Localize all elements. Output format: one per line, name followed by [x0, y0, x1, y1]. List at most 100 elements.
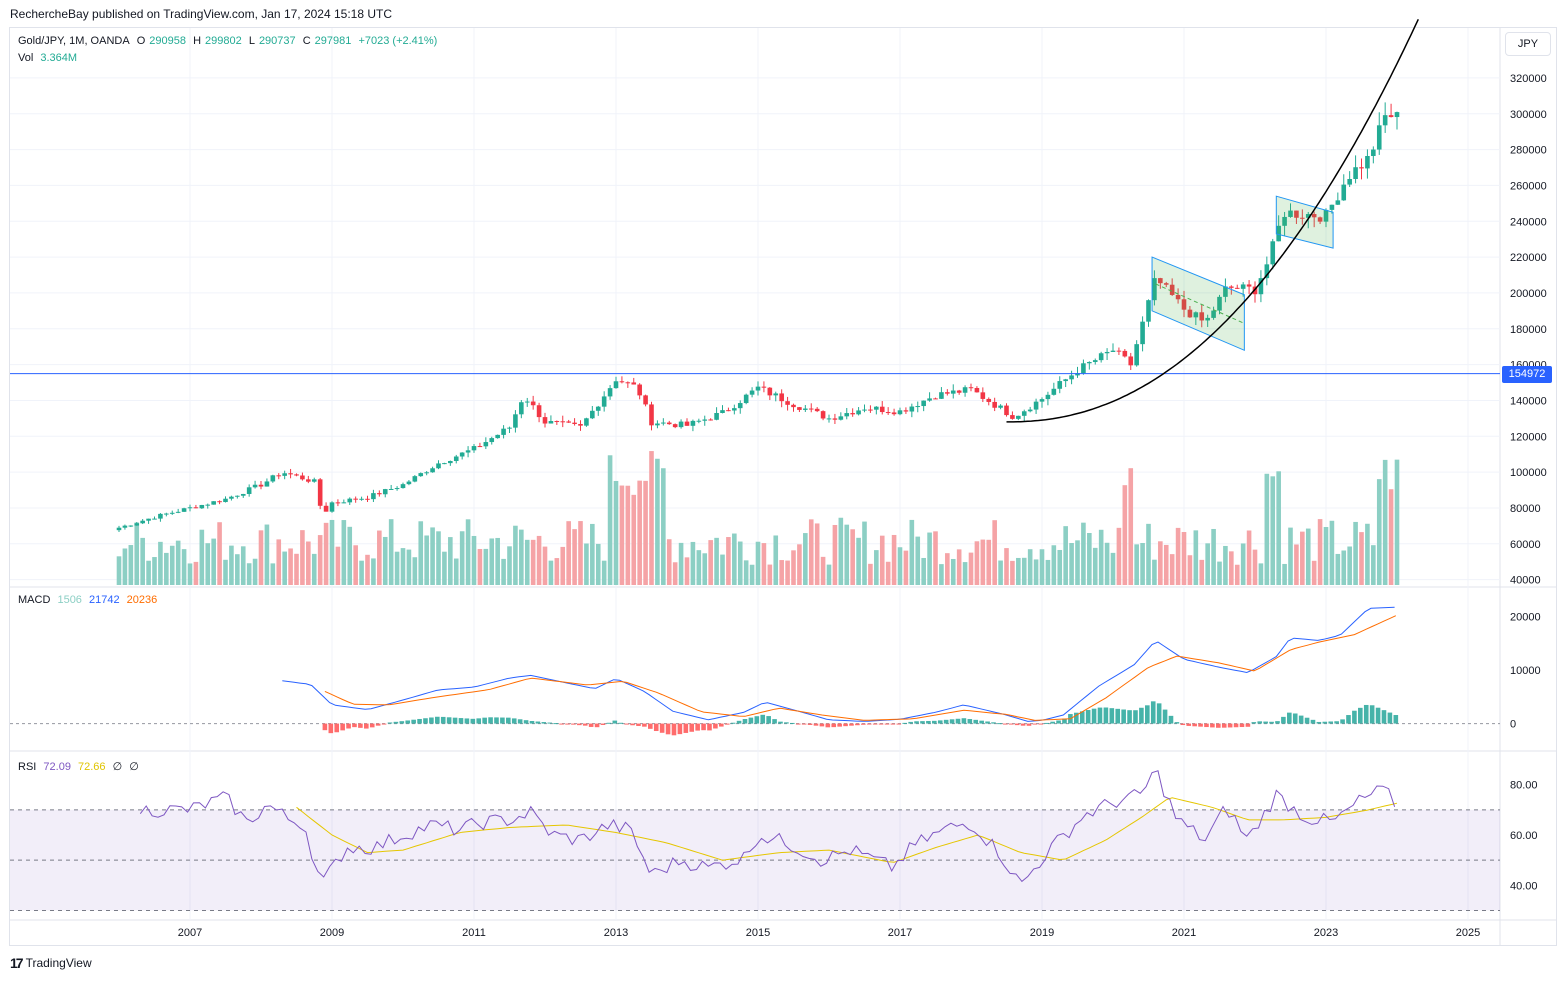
macd-histogram-bar: [1091, 708, 1097, 724]
macd-histogram-bar: [369, 723, 375, 728]
macd-histogram-bar: [541, 722, 547, 724]
macd-histogram-bar: [713, 723, 718, 729]
macd-histogram-bar: [446, 717, 452, 724]
macd-histogram-bar: [790, 722, 795, 724]
volume-bar: [1205, 543, 1210, 585]
candle-body: [146, 518, 151, 521]
macd-histogram-bar: [358, 723, 363, 728]
candle-body: [347, 498, 353, 503]
rsi-label[interactable]: RSI: [18, 761, 37, 773]
volume-bar: [424, 535, 429, 585]
candle-body: [489, 438, 495, 443]
macd-histogram-bar: [1056, 720, 1061, 724]
candle-body: [1300, 217, 1305, 219]
volume-bar: [436, 531, 441, 585]
macd-histogram-bar: [470, 718, 476, 724]
rsi-y-tick-label: 80.00: [1510, 780, 1538, 792]
volume-bar: [1199, 559, 1205, 585]
footer-branding[interactable]: 17 TradingView: [10, 955, 92, 971]
volume-bar: [655, 458, 660, 585]
volume-bar: [755, 541, 761, 585]
candle-body: [377, 493, 382, 495]
currency-button[interactable]: JPY: [1505, 32, 1551, 56]
rsi-ma-line: [296, 797, 1398, 863]
macd-histogram-bar: [1198, 723, 1203, 727]
candle-body: [1092, 360, 1098, 363]
candle-body: [584, 418, 589, 426]
y-tick-label: 120000: [1510, 431, 1547, 443]
volume-bar: [276, 539, 282, 585]
volume-bar: [471, 535, 477, 585]
candle-body: [803, 408, 808, 410]
volume-bar: [1163, 544, 1169, 585]
candle-body: [412, 476, 418, 482]
volume-bar: [489, 538, 495, 585]
candle-body: [152, 518, 157, 520]
x-tick-label: 2011: [462, 927, 486, 939]
macd-histogram-bar: [328, 723, 334, 734]
candle-body: [181, 508, 187, 512]
volume-bar: [1033, 559, 1039, 585]
volume-bar: [306, 541, 311, 585]
candle-body: [554, 421, 560, 423]
volume-bar: [1004, 548, 1009, 585]
macd-label[interactable]: MACD: [18, 594, 51, 606]
volume-bar: [270, 563, 276, 585]
candle-body: [187, 507, 193, 509]
candle-body: [714, 412, 719, 420]
volume-bar: [193, 561, 199, 585]
volume-bar: [1252, 549, 1258, 585]
x-tick-label: 2021: [1172, 927, 1196, 939]
candle-body: [1246, 284, 1252, 287]
macd-histogram-bar: [464, 718, 470, 724]
candle-body: [388, 488, 394, 490]
candle-body: [341, 502, 347, 504]
candle-body: [672, 424, 678, 428]
vol-label[interactable]: Vol: [18, 52, 34, 64]
volume-bar: [672, 562, 678, 585]
volume-bar: [797, 544, 802, 585]
price-level-tag: 154972: [1502, 365, 1552, 383]
candle-body: [371, 493, 376, 500]
y-tick-label: 240000: [1510, 216, 1547, 228]
macd-histogram-bar: [1133, 710, 1138, 724]
macd-histogram-bar: [872, 723, 878, 725]
candle-body: [1027, 409, 1033, 412]
candle-body: [1229, 286, 1234, 288]
macd-histogram-bar: [1358, 707, 1363, 724]
volume-bar: [1341, 550, 1347, 585]
volume-bar: [1246, 530, 1252, 585]
candle-body: [300, 475, 305, 480]
macd-histogram-bar: [417, 718, 422, 724]
macd-histogram-bar: [405, 720, 411, 724]
volume-bar: [519, 529, 524, 585]
volume-bar: [808, 519, 814, 585]
volume-bar: [406, 549, 412, 585]
macd-histogram-bar: [1233, 723, 1239, 728]
candle-body: [1051, 388, 1057, 395]
volume-bar: [453, 558, 459, 585]
candle-body: [968, 387, 974, 389]
volume-bar: [530, 539, 536, 585]
macd-histogram-bar: [1227, 723, 1233, 728]
macd-histogram-bar: [861, 723, 866, 725]
candle-body: [1288, 210, 1293, 217]
candle-body: [643, 395, 648, 405]
volume-bar: [1045, 559, 1051, 585]
candle-body: [329, 502, 335, 512]
volume-bar: [785, 560, 790, 585]
symbol-label[interactable]: Gold/JPY, 1M, OANDA: [18, 35, 130, 47]
volume-bar: [1258, 563, 1264, 585]
macd-histogram-bar: [902, 722, 908, 724]
candle-body: [306, 479, 311, 482]
candle-body: [631, 382, 637, 385]
macd-histogram-bar: [1109, 708, 1115, 724]
candle-body: [933, 398, 938, 400]
volume-bar: [359, 560, 364, 585]
volume-bar: [152, 557, 157, 585]
candle-body: [874, 406, 879, 410]
candle-body: [767, 387, 773, 396]
macd-histogram-bar: [1334, 721, 1339, 724]
candle-body: [1063, 379, 1068, 382]
